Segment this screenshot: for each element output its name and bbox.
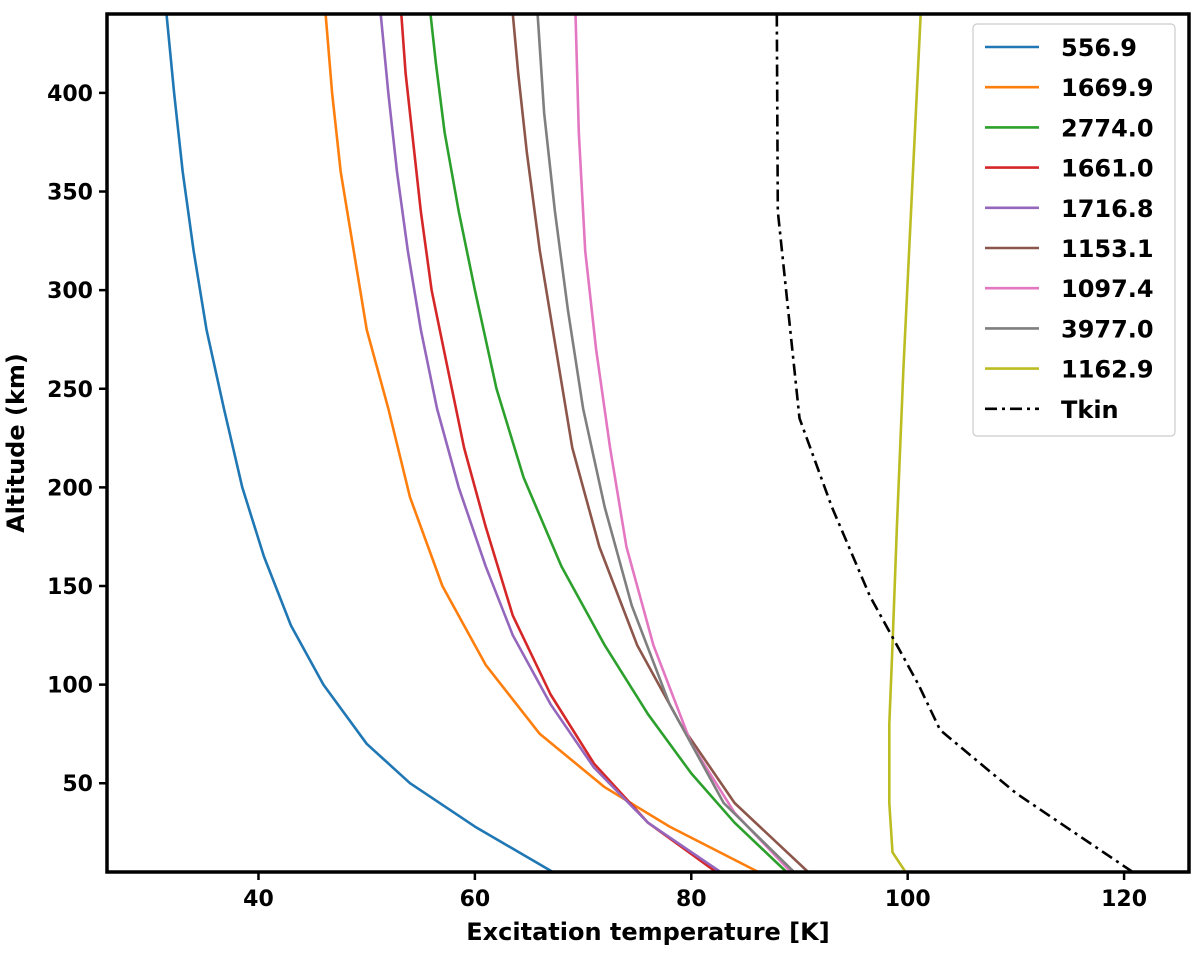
legend-label: 556.9	[1061, 34, 1137, 62]
series-line-3977-0	[536, 14, 796, 872]
series-group	[165, 14, 1134, 872]
series-line-1153-1	[511, 14, 809, 872]
legend-label: 1716.8	[1061, 195, 1154, 223]
x-tick-label: 60	[460, 887, 491, 912]
y-tick-label: 100	[47, 674, 93, 699]
series-line-1716-8	[379, 14, 722, 872]
legend-label: 1661.0	[1061, 155, 1154, 183]
plot-area: 40 60 80 100 120 50 100 150 200 250 300 350 400	[47, 12, 1191, 912]
plot-frame	[105, 12, 1191, 874]
y-tick-label: 50	[62, 772, 93, 797]
legend: 556.9 1669.9 2774.0 1661.0 1716.8 1153.1 1097.…	[972, 23, 1176, 437]
x-tick-label: 80	[676, 887, 707, 912]
series-line-2774-0	[429, 14, 788, 872]
legend-label: 3977.0	[1061, 315, 1154, 343]
series-line-1162-9	[888, 14, 922, 872]
legend-label: 1097.4	[1061, 275, 1154, 303]
series-line-1661-0	[400, 14, 717, 872]
y-tick-label: 200	[47, 476, 93, 501]
x-tick-label: 100	[885, 887, 931, 912]
legend-label: 2774.0	[1061, 114, 1154, 142]
series-line-556-9	[165, 14, 554, 872]
series-line-1669-9	[324, 14, 759, 872]
y-tick-label: 150	[47, 575, 93, 600]
legend-label: 1162.9	[1061, 356, 1154, 384]
series-line-1097-4	[574, 14, 792, 872]
y-tick-label: 300	[47, 279, 93, 304]
x-axis-title: Excitation temperature [K]	[466, 918, 829, 946]
y-axis-title-group: Altitude (km)	[2, 353, 30, 533]
x-tick-label: 120	[1101, 887, 1147, 912]
x-tick-label: 40	[243, 887, 274, 912]
y-axis-title: Altitude (km)	[2, 353, 30, 533]
legend-label: 1669.9	[1061, 74, 1154, 102]
y-tick-label: 400	[47, 82, 93, 107]
y-tick-label: 250	[47, 378, 93, 403]
legend-label: Tkin	[1061, 396, 1119, 424]
y-tick-label: 350	[47, 181, 93, 206]
legend-label: 1153.1	[1061, 235, 1154, 263]
